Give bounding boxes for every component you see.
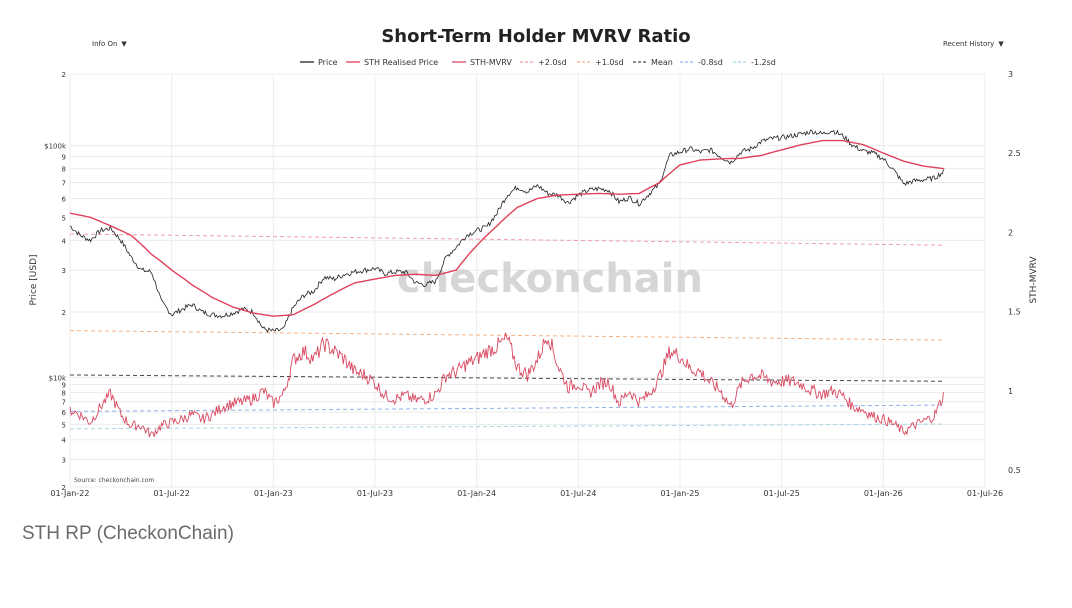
lower-y-tick-label: 4 [62,437,67,445]
upper-y-tick-label: 2 [62,71,66,79]
x-tick-label: 01-Jul-23 [357,489,393,498]
band-20sd-line [69,233,945,246]
band-Mean-line [69,374,945,382]
upper-y-tick-label: 5 [62,214,66,222]
info-toggle-label: Info On [92,40,118,48]
mvrv-y-tick-label: 1 [1008,387,1013,396]
band-08sd-line [69,404,945,412]
chevron-down-icon: ▼ [998,40,1004,48]
band-12sd-line [69,423,945,430]
lower-y-tick-label: 3 [62,456,66,464]
lower-y-tick-label: 8 [62,389,66,397]
upper-y-tick-label: 7 [62,180,66,188]
lower-y-tick-label: 7 [62,399,66,407]
history-dropdown-label: Recent History [943,40,995,48]
lower-y-tick-label: 6 [62,409,67,417]
x-tick-label: 01-Jan-22 [51,489,90,498]
x-tick-label: 01-Jan-26 [864,489,903,498]
y-axis-left-title: Price [USD] [29,254,39,305]
upper-y-tick-label: 6 [62,195,67,203]
x-tick-label: 01-Jul-24 [560,489,596,498]
legend-label: Price [318,58,338,67]
upper-y-tick-label: 2 [62,309,66,317]
watermark: checkonchain [397,256,703,302]
x-tick-label: 01-Jul-25 [764,489,800,498]
mvrv-y-tick-label: 0.5 [1008,466,1021,475]
legend-label: STH-MVRV [470,58,512,67]
x-tick-label: 01-Jul-26 [967,489,1003,498]
x-tick-label: 01-Jan-25 [661,489,700,498]
legend-label: -1.2sd [751,58,776,67]
upper-y-tick-label: $100k [44,143,67,151]
band-10sd-line [69,330,945,341]
lower-y-tick-label: 9 [62,381,66,389]
chevron-down-icon: ▼ [121,40,127,48]
mvrv-y-tick-label: 1.5 [1008,308,1021,317]
source-note: Source: checkonchain.com [74,477,154,484]
upper-y-tick-label: 3 [62,267,66,275]
legend-label: STH Realised Price [364,58,438,67]
lower-y-tick-label: 5 [62,422,66,430]
lower-y-tick-label: $10k [49,374,67,382]
chart-title: Short-Term Holder MVRV Ratio [381,26,690,47]
upper-y-tick-label: 4 [62,237,67,245]
legend-label: +2.0sd [538,58,567,67]
lower-y-tick-label: 2 [62,484,66,492]
legend-label: Mean [651,58,673,67]
x-tick-label: 01-Jan-23 [254,489,293,498]
mvrv-y-tick-label: 2 [1008,228,1013,237]
sth-mvrv-line [69,332,944,438]
x-tick-label: 01-Jan-24 [457,489,496,498]
upper-y-tick-label: 8 [62,166,66,174]
info-toggle[interactable]: Info On ▼ [92,40,127,48]
figure-caption: STH RP (CheckonChain) [22,523,234,544]
mvrv-y-tick-label: 2.5 [1008,149,1021,158]
x-tick-label: 01-Jul-22 [154,489,190,498]
price-line [69,129,944,333]
history-dropdown[interactable]: Recent History ▼ [943,40,1004,48]
sth-realised-price-line [69,139,945,317]
mvrv-y-tick-label: 3 [1008,70,1013,79]
legend-label: +1.0sd [595,58,624,67]
y-axis-right-title: STH-MVRV [1029,256,1039,304]
legend-label: -0.8sd [698,58,723,67]
upper-y-tick-label: 9 [62,154,66,162]
